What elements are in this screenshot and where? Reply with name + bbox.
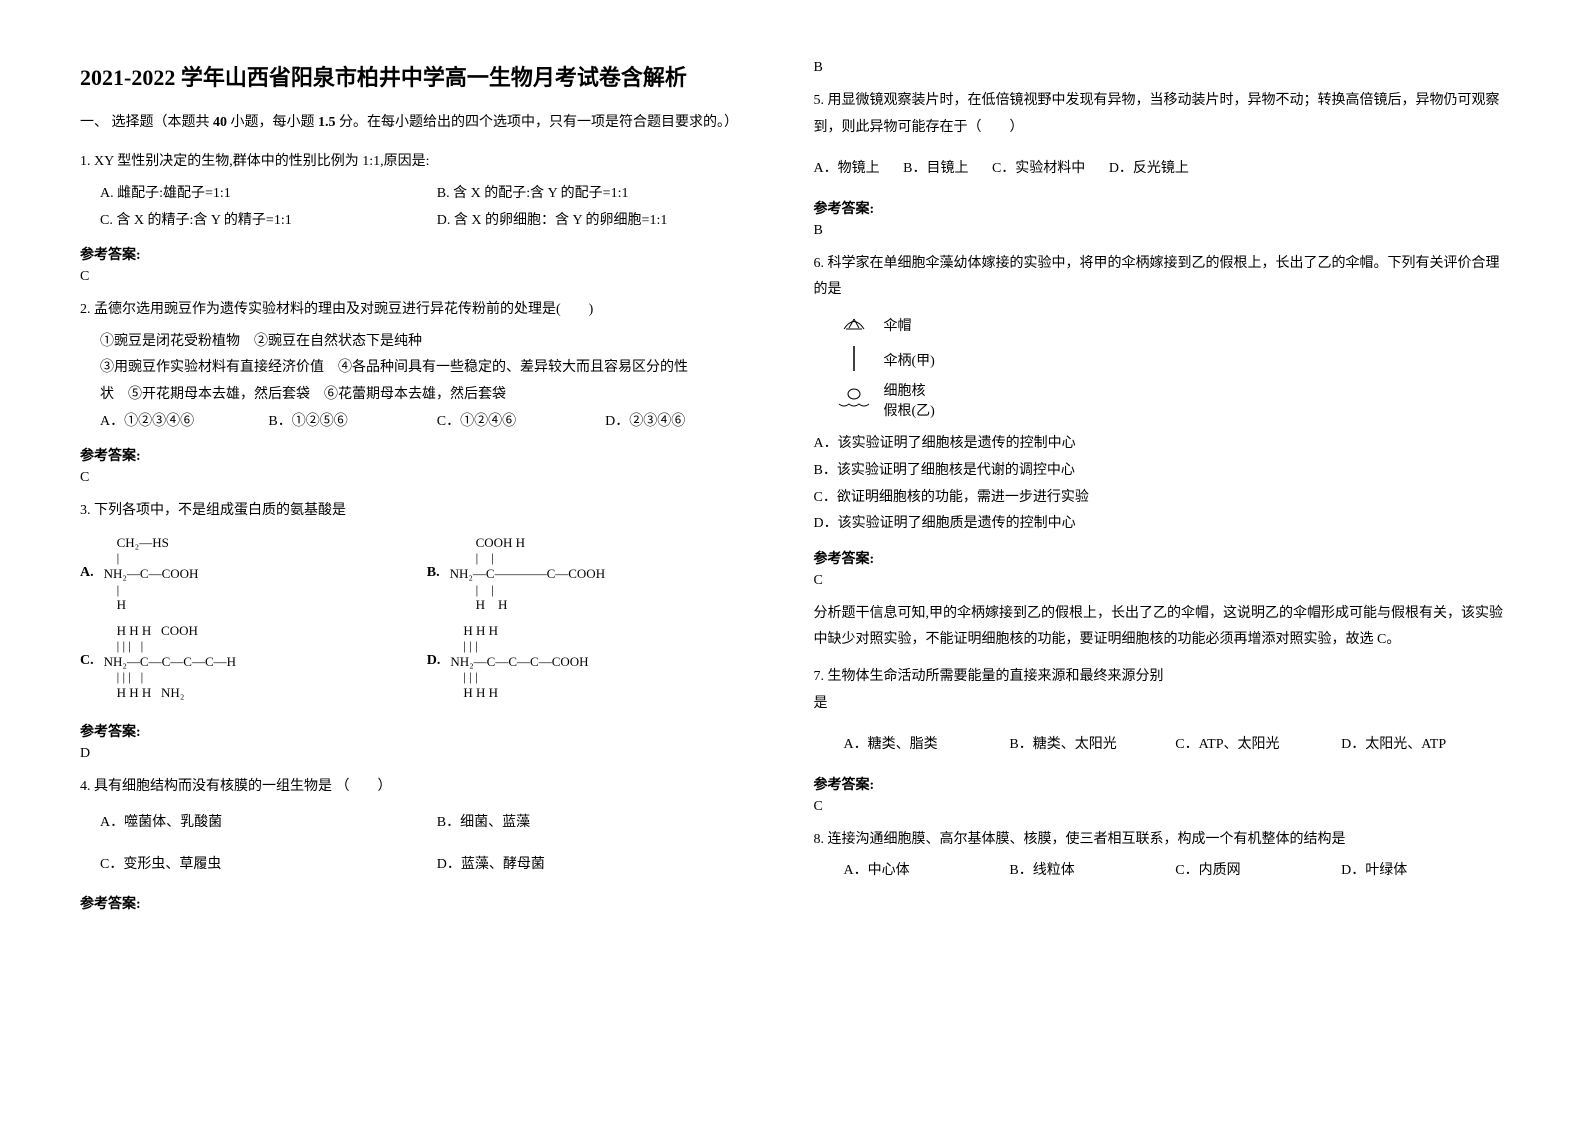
q4-answer-label: 参考答案: <box>80 893 774 913</box>
q5-answer: B <box>814 223 1508 239</box>
q5-optC: C．实验材料中 <box>992 161 1085 176</box>
q6-optA: A．该实验证明了细胞核是遗传的控制中心 <box>814 431 1508 458</box>
q2-text: 2. 孟德尔选用豌豆作为遗传实验材料的理由及对豌豆进行异花传粉前的处理是( ) <box>80 297 774 324</box>
q6-optB: B．该实验证明了细胞核是代谢的调控中心 <box>814 458 1508 485</box>
q2-answer: C <box>80 470 774 486</box>
q3-answer: D <box>80 746 774 762</box>
q3-optA: A. CH₂—HS | NH₂—C—COOH | H <box>80 535 427 613</box>
q3-optC: C. H H H COOH | | | | NH₂—C—C—C—C—H | | … <box>80 623 427 701</box>
q7-optD: D．太阳光、ATP <box>1341 732 1507 759</box>
q2-line1: ①豌豆是闭花受粉植物 ②豌豆在自然状态下是纯种 <box>80 329 774 356</box>
q8-optA: A．中心体 <box>844 858 1010 885</box>
q3-answer-label: 参考答案: <box>80 721 774 741</box>
q1-answer-label: 参考答案: <box>80 244 774 264</box>
question-1: 1. XY 型性别决定的生物,群体中的性别比例为 1:1,原因是: A. 雌配子… <box>80 149 774 234</box>
q1-optC: C. 含 X 的精子:含 Y 的精子=1:1 <box>100 208 437 235</box>
q8-optC: C．内质网 <box>1175 858 1341 885</box>
q1-optD: D. 含 X 的卵细胞：含 Y 的卵细胞=1:1 <box>437 208 774 235</box>
q7-text2: 是 <box>814 691 1508 718</box>
umbrella-cap-icon <box>834 314 874 341</box>
q7-answer-label: 参考答案: <box>814 774 1508 794</box>
q3-optB: B. COOH H | | NH₂—C————C—COOH | | H H <box>427 535 774 613</box>
q4-optB: B．细菌、蓝藻 <box>437 810 774 837</box>
q8-text: 8. 连接沟通细胞膜、高尔基体膜、核膜，使三者相互联系，构成一个有机整体的结构是 <box>814 827 1508 854</box>
q7-answer: C <box>814 799 1508 815</box>
q6-answer-label: 参考答案: <box>814 548 1508 568</box>
question-6: 6. 科学家在单细胞伞藻幼体嫁接的实验中，将甲的伞柄嫁接到乙的假根上，长出了乙的… <box>814 251 1508 538</box>
q7-optC: C．ATP、太阳光 <box>1175 732 1341 759</box>
q7-text: 7. 生物体生命活动所需要能量的直接来源和最终来源分别 <box>814 664 1508 691</box>
question-3: 3. 下列各项中，不是组成蛋白质的氨基酸是 A. CH₂—HS | NH₂—C—… <box>80 498 774 711</box>
q8-optD: D．叶绿体 <box>1341 858 1507 885</box>
q7-optA: A．糖类、脂类 <box>844 732 1010 759</box>
stalk-icon <box>834 346 874 378</box>
q5-text: 5. 用显微镜观察装片时，在低倍镜视野中发现有异物，当移动装片时，异物不动；转换… <box>814 88 1508 141</box>
question-7: 7. 生物体生命活动所需要能量的直接来源和最终来源分别 是 A．糖类、脂类 B．… <box>814 664 1508 759</box>
section-intro: 一、 选择题（本题共 40 小题，每小题 1.5 分。在每小题给出的四个选项中，… <box>80 112 774 134</box>
q8-optB: B．线粒体 <box>1009 858 1175 885</box>
q6-optC: C．欲证明细胞核的功能，需进一步进行实验 <box>814 485 1508 512</box>
q5-optB: B．目镜上 <box>903 161 968 176</box>
q1-text: 1. XY 型性别决定的生物,群体中的性别比例为 1:1,原因是: <box>80 149 774 176</box>
q4-optC: C．变形虫、草履虫 <box>100 852 437 879</box>
q6-text: 6. 科学家在单细胞伞藻幼体嫁接的实验中，将甲的伞柄嫁接到乙的假根上，长出了乙的… <box>814 251 1508 304</box>
q6-answer: C <box>814 573 1508 589</box>
q2-line2: ③用豌豆作实验材料有直接经济价值 ④各品种间具有一些稳定的、差异较大而且容易区分… <box>80 355 774 382</box>
q4-text: 4. 具有细胞结构而没有核膜的一组生物是 （ ） <box>80 774 774 801</box>
q5-optD: D．反光镜上 <box>1109 161 1189 176</box>
q2-optD: D．②③④⑥ <box>605 409 773 436</box>
q2-optC: C．①②④⑥ <box>437 409 605 436</box>
q2-optB: B．①②⑤⑥ <box>268 409 436 436</box>
q6-diagram: 伞帽 伞柄(甲) 细胞核 假根(乙) <box>834 314 1508 421</box>
q5-answer-label: 参考答案: <box>814 198 1508 218</box>
q2-line3: 状 ⑤开花期母本去雄，然后套袋 ⑥花蕾期母本去雄，然后套袋 <box>80 382 774 409</box>
q6-explanation: 分析题干信息可知,甲的伞柄嫁接到乙的假根上，长出了乙的伞帽，这说明乙的伞帽形成可… <box>814 601 1508 654</box>
question-4: 4. 具有细胞结构而没有核膜的一组生物是 （ ） A．噬菌体、乳酸菌 B．细菌、… <box>80 774 774 879</box>
q4-answer: B <box>814 60 1508 76</box>
root-icon <box>834 386 874 418</box>
question-5: 5. 用显微镜观察装片时，在低倍镜视野中发现有异物，当移动装片时，异物不动；转换… <box>814 88 1508 183</box>
q6-optD: D．该实验证明了细胞质是遗传的控制中心 <box>814 511 1508 538</box>
q2-optA: A．①②③④⑥ <box>100 409 268 436</box>
q1-optA: A. 雌配子:雄配子=1:1 <box>100 181 437 208</box>
page-title: 2021-2022 学年山西省阳泉市柏井中学高一生物月考试卷含解析 <box>80 60 774 92</box>
q3-optD: D. H H H | | | NH₂—C—C—C—COOH | | | H H … <box>427 623 774 701</box>
q1-answer: C <box>80 269 774 285</box>
q7-optB: B．糖类、太阳光 <box>1009 732 1175 759</box>
q4-optA: A．噬菌体、乳酸菌 <box>100 810 437 837</box>
q1-optB: B. 含 X 的配子:含 Y 的配子=1:1 <box>437 181 774 208</box>
question-8: 8. 连接沟通细胞膜、高尔基体膜、核膜，使三者相互联系，构成一个有机整体的结构是… <box>814 827 1508 885</box>
question-2: 2. 孟德尔选用豌豆作为遗传实验材料的理由及对豌豆进行异花传粉前的处理是( ) … <box>80 297 774 435</box>
q2-answer-label: 参考答案: <box>80 445 774 465</box>
q5-optA: A．物镜上 <box>814 161 880 176</box>
q3-text: 3. 下列各项中，不是组成蛋白质的氨基酸是 <box>80 498 774 525</box>
q4-optD: D．蓝藻、酵母菌 <box>437 852 774 879</box>
